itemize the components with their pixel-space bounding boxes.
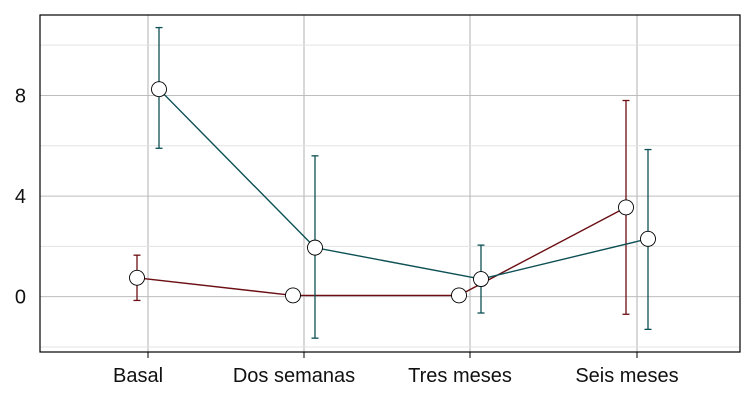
- data-point: [640, 230, 656, 247]
- data-point: [151, 81, 167, 98]
- series-1: [129, 99, 634, 315]
- series-2: [151, 26, 656, 339]
- data-point: [307, 239, 323, 256]
- plot-frame: [39, 14, 741, 353]
- data-point: [451, 287, 467, 304]
- x-tick-label: Seis meses: [575, 365, 678, 387]
- x-tick-label: Tres meses: [408, 365, 512, 387]
- series-layer: [129, 26, 656, 339]
- data-point: [618, 199, 634, 216]
- x-tick-label: Basal: [113, 365, 163, 387]
- axis-tick-labels: 0 4 8 Basal Dos semanas Tres meses Seis meses: [15, 85, 679, 387]
- series-line: [158, 88, 649, 280]
- y-tick-label: 8: [15, 85, 26, 107]
- data-point: [129, 269, 145, 286]
- series-line: [136, 206, 627, 297]
- y-tick-label: 4: [15, 186, 26, 208]
- y-tick-label: 0: [15, 287, 26, 309]
- data-point: [473, 271, 489, 288]
- data-point: [285, 287, 301, 304]
- x-tick-label: Dos semanas: [233, 365, 355, 387]
- grid-lines: [40, 15, 740, 352]
